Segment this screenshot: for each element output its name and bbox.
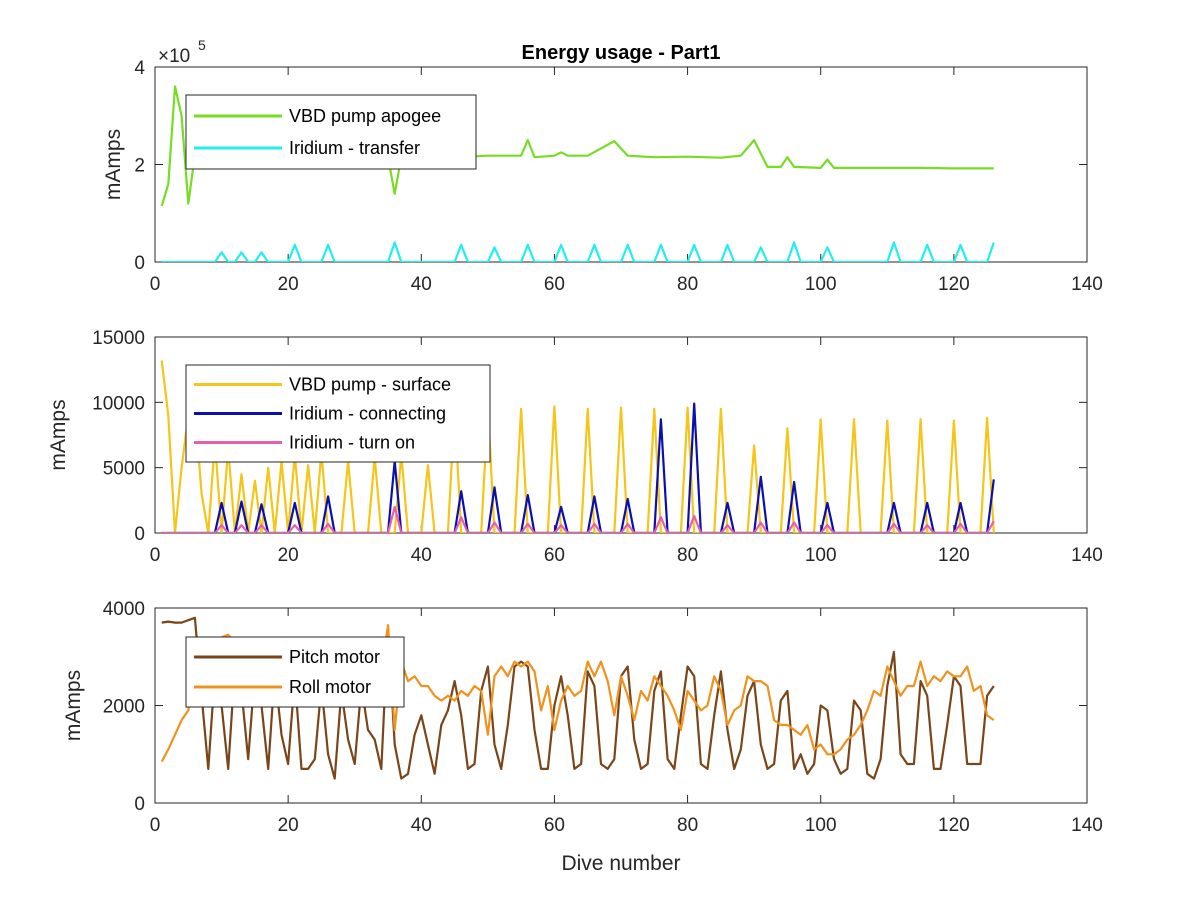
series-line-1-2 xyxy=(161,241,995,262)
y-tick-label: 0 xyxy=(134,794,145,815)
y-tick-label: 4 xyxy=(134,58,145,79)
legend-box xyxy=(185,636,405,708)
x-tick-label: 40 xyxy=(411,815,432,836)
x-tick-label: 80 xyxy=(677,815,698,836)
y-axis-title: mAmps xyxy=(62,670,85,741)
x-tick-label: 0 xyxy=(150,274,161,295)
series-line-3-1 xyxy=(161,616,995,780)
y-tick-label: 15000 xyxy=(92,328,145,349)
x-tick-label: 120 xyxy=(938,545,970,566)
legend-box xyxy=(185,94,477,170)
y-exponent-base: ×10 xyxy=(158,46,190,67)
chart-panel-2: 0 20 40 60 80 100 120 140 0 5000 10000 15000 mAmps VB… xyxy=(47,328,1103,566)
legend-1: VBD pump apogee Iridium - transfer xyxy=(185,94,477,170)
series-line-2-3 xyxy=(161,505,995,533)
chart-panel-1: 0 20 40 60 80 100 120 140 0 2 4 ×10 5 mAmps VBD pump a… xyxy=(102,37,1103,295)
chart-panel-3: 0 20 40 60 80 100 120 140 0 2000 4000 mAmps Pitch mo… xyxy=(62,599,1103,836)
x-tick-label: 140 xyxy=(1071,274,1103,295)
legend-2: VBD pump - surface Iridium - connecting Ir… xyxy=(185,364,491,463)
y-tick-label: 5000 xyxy=(103,459,145,480)
x-tick-label: 120 xyxy=(938,274,970,295)
y-exponent-power: 5 xyxy=(198,37,206,53)
legend-label: VBD pump - surface xyxy=(289,375,451,395)
x-axis-title: Dive number xyxy=(561,852,680,875)
x-tick-label: 60 xyxy=(544,274,565,295)
x-tick-label: 20 xyxy=(278,815,299,836)
x-tick-label: 100 xyxy=(805,545,837,566)
figure-title: Energy usage - Part1 xyxy=(522,42,721,64)
y-tick-label: 10000 xyxy=(92,393,145,414)
x-tick-label: 100 xyxy=(805,274,837,295)
legend-label: VBD pump apogee xyxy=(289,106,441,126)
legend-label: Iridium - transfer xyxy=(289,138,420,158)
legend-label: Pitch motor xyxy=(289,647,380,667)
legend-label: Roll motor xyxy=(289,677,371,697)
legend-3: Pitch motor Roll motor xyxy=(185,636,405,708)
y-tick-label: 2 xyxy=(134,156,145,177)
legend-label: Iridium - connecting xyxy=(289,404,446,424)
series-line-2-2 xyxy=(161,402,995,533)
y-tick-label: 0 xyxy=(134,253,145,274)
y-tick-label: 2000 xyxy=(103,697,145,718)
x-tick-label: 120 xyxy=(938,815,970,836)
x-tick-label: 0 xyxy=(150,815,161,836)
legend-label: Iridium - turn on xyxy=(289,433,415,453)
y-axis-title: mAmps xyxy=(47,399,70,470)
y-tick-label: 0 xyxy=(134,524,145,545)
x-tick-label: 80 xyxy=(677,274,698,295)
x-tick-label: 20 xyxy=(278,545,299,566)
x-tick-label: 0 xyxy=(150,545,161,566)
x-tick-label: 40 xyxy=(411,274,432,295)
x-tick-label: 100 xyxy=(805,815,837,836)
x-tick-label: 80 xyxy=(677,545,698,566)
y-tick-label: 4000 xyxy=(103,599,145,620)
x-tick-label: 140 xyxy=(1071,545,1103,566)
x-tick-label: 60 xyxy=(544,545,565,566)
y-axis-title: mAmps xyxy=(102,129,125,200)
x-tick-label: 60 xyxy=(544,815,565,836)
x-tick-label: 140 xyxy=(1071,815,1103,836)
x-tick-label: 20 xyxy=(278,274,299,295)
x-tick-label: 40 xyxy=(411,545,432,566)
